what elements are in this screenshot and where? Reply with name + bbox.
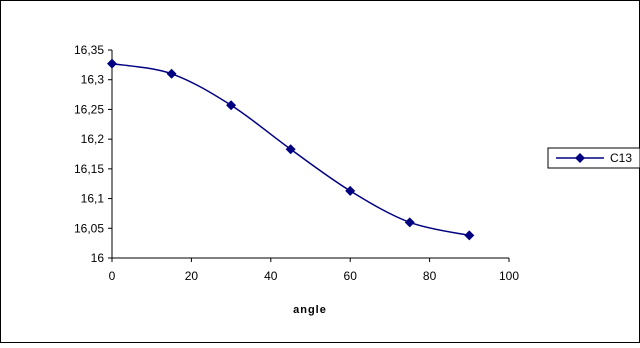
- data-point-marker: [464, 230, 475, 241]
- x-tick-label: 0: [109, 269, 116, 283]
- y-tick-label: 16,35: [74, 43, 104, 57]
- series-layer: [107, 58, 475, 241]
- x-tick-label: 60: [344, 269, 358, 283]
- y-tick-label: 16,25: [74, 102, 104, 116]
- y-tick-label: 16,15: [74, 162, 104, 176]
- y-tick-label: 16,3: [81, 73, 105, 87]
- y-tick-label: 16,05: [74, 221, 104, 235]
- x-tick-label: 100: [499, 269, 519, 283]
- data-point-marker: [345, 185, 356, 196]
- data-point-marker: [226, 100, 237, 111]
- y-tick-label: 16,2: [81, 132, 105, 146]
- x-axis-ticks: 0 20 40 60 80 100: [109, 258, 519, 283]
- y-tick-label: 16: [91, 251, 105, 265]
- y-tick-label: 16,1: [81, 192, 105, 206]
- data-point-marker: [285, 144, 296, 155]
- x-tick-label: 20: [185, 269, 199, 283]
- y-axis-ticks: 16 16,05 16,1 16,15 16,2 16,25 16,3 16,35: [74, 43, 112, 265]
- x-tick-label: 40: [264, 269, 278, 283]
- data-point-marker: [107, 58, 117, 69]
- x-tick-label: 80: [423, 269, 437, 283]
- legend-marker-c13: [575, 153, 585, 163]
- data-point-marker: [166, 68, 177, 79]
- x-axis-title: angle: [293, 304, 327, 316]
- data-point-marker: [404, 217, 415, 228]
- legend-label-c13: C13: [610, 151, 632, 165]
- legend: C13: [547, 147, 640, 169]
